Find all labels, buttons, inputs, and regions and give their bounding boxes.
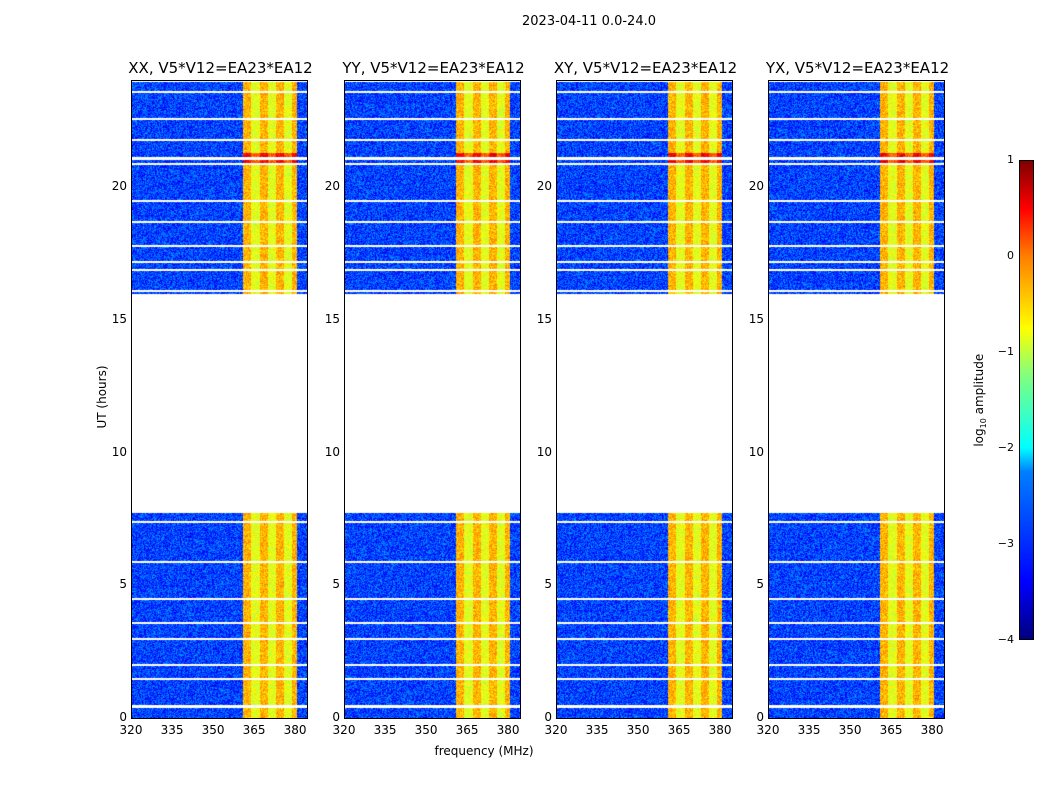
y-tick-label: 20 [324, 179, 340, 194]
y-tick-label: 0 [544, 710, 552, 724]
y-tick-label: 5 [544, 577, 552, 592]
x-tick-label: 350 [414, 723, 438, 737]
spectrogram-heatmap [132, 81, 307, 718]
x-tick-label: 365 [242, 723, 266, 737]
spectrogram-heatmap [557, 81, 732, 718]
x-tick-label: 350 [201, 723, 225, 737]
y-tick-label: 15 [111, 311, 127, 326]
spectrogram-heatmap [345, 81, 520, 718]
y-tick-label: 10 [748, 444, 764, 459]
y-tick-label: 0 [756, 710, 764, 724]
y-tick-label: 15 [324, 311, 340, 326]
y-tick-label: 10 [324, 444, 340, 459]
x-tick-label: 350 [838, 723, 862, 737]
spectrogram-panel: XY, V5*V12=EA23*EA12 [554, 59, 737, 719]
x-tick-label: 380 [920, 723, 944, 737]
panel-title: YX, V5*V12=EA23*EA12 [765, 59, 950, 77]
colorbar [1019, 160, 1034, 640]
colorbar-tick-label: −3 [997, 537, 1014, 550]
y-tick-label: 0 [332, 710, 340, 724]
x-tick-label: 380 [708, 723, 732, 737]
y-tick-label: 15 [536, 311, 552, 326]
y-tick-label: 10 [111, 444, 127, 459]
x-tick-label: 320 [756, 723, 780, 737]
x-tick-label: 335 [373, 723, 397, 737]
x-tick-label: 365 [879, 723, 903, 737]
y-tick-label: 5 [119, 577, 127, 592]
panel-title: XX, V5*V12=EA23*EA12 [128, 59, 313, 77]
x-tick-label: 320 [119, 723, 143, 737]
spectrogram-panel: YY, V5*V12=EA23*EA12 [342, 59, 525, 719]
spectrogram-panel: XX, V5*V12=EA23*EA12 [128, 59, 313, 719]
y-tick-label: 20 [748, 179, 764, 194]
colorbar-tick-label: −1 [997, 345, 1014, 358]
x-tick-label: 365 [455, 723, 479, 737]
y-tick-label: 5 [756, 577, 764, 592]
y-tick-label: 10 [536, 444, 552, 459]
spectrogram-panel: YX, V5*V12=EA23*EA12 [766, 59, 949, 719]
x-tick-label: 350 [626, 723, 650, 737]
colorbar-tick-label: −2 [997, 441, 1014, 454]
figure-title: 2023-04-11 0.0-24.0 [522, 14, 656, 29]
x-tick-label: 335 [585, 723, 609, 737]
panel-title: XY, V5*V12=EA23*EA12 [553, 59, 738, 77]
y-axis-label: UT (hours) [95, 365, 109, 429]
x-tick-label: 380 [496, 723, 520, 737]
colorbar-tick-label: 0 [1007, 249, 1014, 262]
panel-title: YY, V5*V12=EA23*EA12 [342, 59, 525, 77]
x-tick-label: 320 [544, 723, 568, 737]
y-tick-label: 20 [536, 179, 552, 194]
x-tick-label: 380 [283, 723, 307, 737]
colorbar-label: log10 amplitude [971, 353, 989, 447]
spectrogram-heatmap [769, 81, 944, 718]
x-tick-label: 335 [160, 723, 184, 737]
x-tick-label: 365 [667, 723, 691, 737]
x-tick-label: 320 [332, 723, 356, 737]
y-tick-label: 15 [748, 311, 764, 326]
x-tick-label: 335 [797, 723, 821, 737]
colorbar-tick-label: 1 [1007, 153, 1014, 166]
x-axis-label: frequency (MHz) [434, 744, 534, 758]
y-tick-label: 5 [332, 577, 340, 592]
colorbar-tick-label: −4 [997, 633, 1014, 646]
y-tick-label: 0 [119, 710, 127, 724]
y-tick-label: 20 [111, 179, 127, 194]
